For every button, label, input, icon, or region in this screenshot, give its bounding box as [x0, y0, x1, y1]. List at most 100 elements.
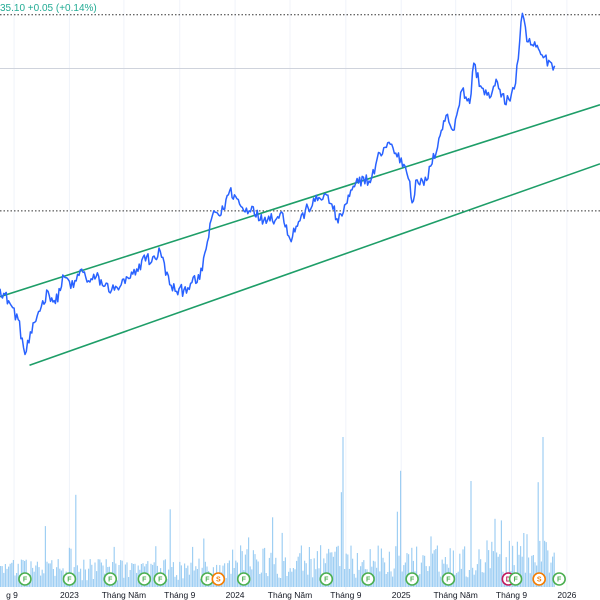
- volume-bar: [6, 568, 8, 587]
- volume-bar: [318, 568, 320, 587]
- volume-bar: [377, 545, 379, 587]
- volume-bar: [332, 556, 334, 587]
- volume-bar: [259, 574, 261, 587]
- volume-bar: [41, 569, 43, 587]
- volume-bar: [57, 559, 59, 587]
- volume-bar: [369, 549, 371, 587]
- event-badge-6[interactable]: S: [211, 572, 226, 586]
- volume-bar: [249, 566, 251, 587]
- volume-bar: [70, 548, 72, 587]
- volume-bar: [302, 570, 304, 587]
- event-badge-label: F: [142, 577, 147, 584]
- volume-bar: [436, 545, 438, 587]
- channel-line-0[interactable]: [0, 103, 600, 298]
- event-badge-label: F: [242, 577, 247, 584]
- volume-bar: [83, 559, 85, 587]
- volume-bar: [398, 555, 400, 587]
- volume-bar: [9, 563, 11, 587]
- volume-bar: [232, 549, 234, 587]
- event-badge-ring: [532, 572, 546, 586]
- volume-bar: [150, 563, 152, 587]
- volume-bar: [404, 562, 406, 587]
- volume-bar: [512, 545, 514, 587]
- volume-bar: [224, 563, 226, 587]
- volume-bar: [257, 561, 259, 587]
- event-badge-7[interactable]: F: [236, 572, 251, 586]
- volume-bar: [126, 562, 128, 587]
- volume-bar: [537, 482, 539, 587]
- channel-line-1[interactable]: [29, 163, 600, 367]
- event-badge-ring: [62, 572, 77, 586]
- volume-bar: [179, 561, 181, 587]
- event-badge-1[interactable]: F: [62, 572, 77, 586]
- volume-bar: [545, 542, 547, 587]
- volume-bar: [500, 520, 502, 587]
- volume-bar: [491, 541, 493, 587]
- volume-bar: [315, 569, 317, 587]
- event-badge-ring: [508, 572, 523, 586]
- volume-bar: [291, 571, 293, 587]
- event-badge-15[interactable]: F: [552, 572, 566, 586]
- event-badge-2[interactable]: F: [103, 572, 118, 586]
- event-badge-9[interactable]: F: [361, 572, 375, 586]
- event-badge-label: F: [446, 577, 451, 584]
- event-badge-11[interactable]: F: [441, 572, 456, 586]
- volume-bar: [384, 562, 386, 587]
- volume-bar: [542, 437, 544, 587]
- event-badge-4[interactable]: F: [153, 572, 168, 586]
- volume-bar: [395, 546, 397, 587]
- event-badge-0[interactable]: F: [18, 572, 32, 586]
- volume-bar: [168, 569, 170, 587]
- volume-bar: [444, 557, 446, 587]
- volume-bar: [353, 573, 355, 587]
- volume-bar: [470, 481, 472, 587]
- volume-bar: [275, 557, 277, 587]
- volume-bar: [449, 548, 451, 587]
- volume-bar: [473, 574, 475, 587]
- volume-bar: [390, 571, 392, 587]
- event-badge-label: F: [158, 577, 163, 584]
- volume-bar: [30, 561, 32, 587]
- volume-bar: [260, 572, 262, 587]
- volume-bar: [304, 560, 306, 587]
- event-badge-ring: [18, 572, 32, 586]
- volume-bar: [17, 563, 19, 587]
- volume-bar: [326, 553, 328, 587]
- event-badge-label: F: [366, 577, 371, 584]
- volume-bar: [440, 576, 442, 587]
- trend-channel: [0, 103, 600, 367]
- time-axis-label-7: 2025: [392, 590, 411, 600]
- price-line[interactable]: [0, 12, 556, 356]
- event-badge-13[interactable]: F: [508, 572, 523, 586]
- volume-bar: [454, 574, 456, 587]
- volume-bar: [521, 556, 523, 587]
- event-badge-label: F: [108, 577, 113, 584]
- volume-bar: [81, 580, 83, 587]
- volume-bar: [345, 553, 347, 587]
- volume-bar: [347, 554, 349, 587]
- event-badge-8[interactable]: F: [319, 572, 334, 586]
- volume-bar: [227, 563, 229, 587]
- event-badge-ring: [153, 572, 168, 586]
- volume-bar: [187, 565, 189, 587]
- volume-bar: [496, 552, 498, 587]
- volume-bar: [284, 557, 286, 587]
- volume-bar: [432, 553, 434, 587]
- volume-bar: [348, 568, 350, 587]
- volume-bar: [312, 577, 314, 587]
- volume-bar: [492, 551, 494, 587]
- volume-bar: [235, 560, 237, 587]
- volume-bar: [486, 540, 488, 587]
- volume-bar: [86, 580, 88, 587]
- event-badge-14[interactable]: S: [532, 572, 546, 586]
- event-badge-3[interactable]: F: [137, 572, 152, 586]
- volume-bar: [356, 553, 358, 587]
- event-badge-10[interactable]: F: [405, 572, 419, 586]
- grid-layer: [13, 0, 568, 600]
- volume-bar: [241, 551, 243, 587]
- volume-bar: [51, 560, 53, 587]
- time-axis-label-0: g 9: [6, 590, 18, 600]
- volume-bar: [505, 557, 507, 587]
